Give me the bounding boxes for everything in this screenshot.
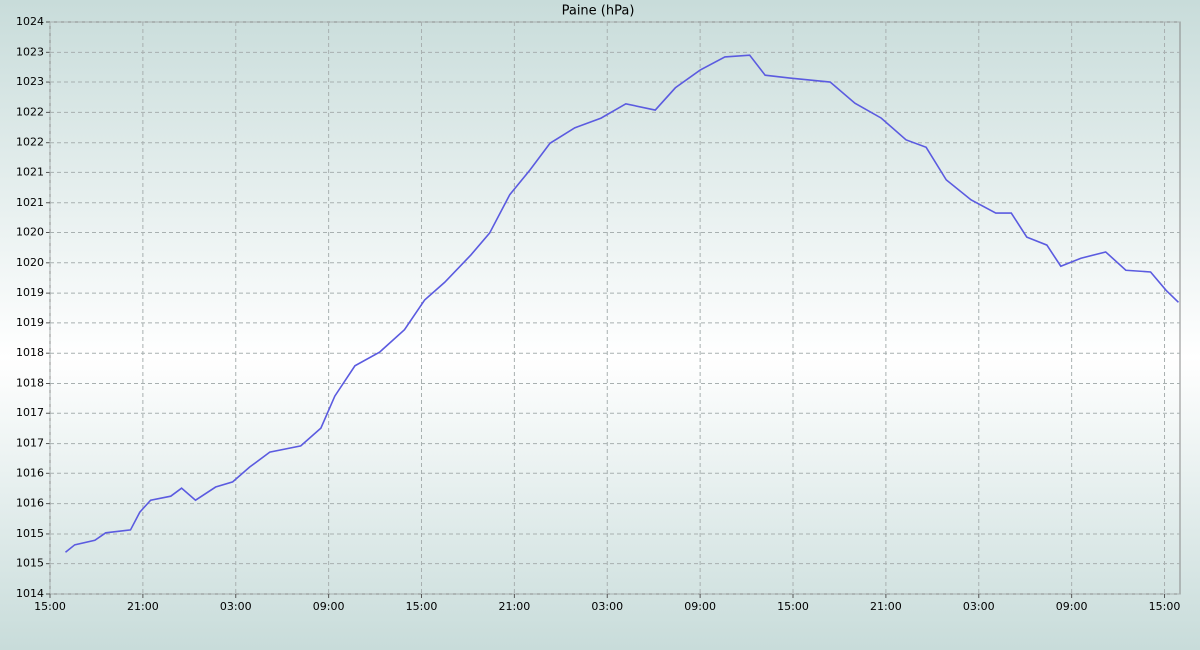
x-tick-label: 09:00 xyxy=(1056,600,1088,613)
x-tick-label: 03:00 xyxy=(220,600,252,613)
y-tick-label: 1020 xyxy=(16,225,44,238)
y-tick-label: 1022 xyxy=(16,105,44,118)
y-tick-label: 1017 xyxy=(16,406,44,419)
x-tick-label: 03:00 xyxy=(963,600,995,613)
y-tick-label: 1023 xyxy=(16,45,44,58)
y-tick-label: 1018 xyxy=(16,346,44,359)
x-tick-label: 21:00 xyxy=(870,600,902,613)
x-tick-label: 15:00 xyxy=(34,600,66,613)
y-tick-label: 1019 xyxy=(16,316,44,329)
x-tick-label: 09:00 xyxy=(684,600,716,613)
y-tick-label: 1023 xyxy=(16,75,44,88)
y-tick-label: 1017 xyxy=(16,437,44,450)
y-tick-label: 1019 xyxy=(16,286,44,299)
x-tick-label: 21:00 xyxy=(127,600,159,613)
y-tick-label: 1015 xyxy=(16,527,44,540)
y-tick-label: 1021 xyxy=(16,196,44,209)
x-tick-label: 03:00 xyxy=(591,600,623,613)
y-tick-label: 1014 xyxy=(16,587,44,600)
line xyxy=(64,54,1180,553)
x-tick-label: 15:00 xyxy=(1149,600,1181,613)
y-tick-label: 1021 xyxy=(16,165,44,178)
y-tick-label: 1020 xyxy=(16,256,44,269)
y-tick-label: 1018 xyxy=(16,377,44,390)
chart-title: Paine (hPa) xyxy=(562,4,635,19)
x-tick-label: 15:00 xyxy=(777,600,809,613)
y-tick-label: 1016 xyxy=(16,466,44,479)
y-tick-label: 1016 xyxy=(16,497,44,510)
plot-frame xyxy=(49,21,1181,595)
y-tick-label: 1024 xyxy=(16,15,44,28)
y-tick-label: 1022 xyxy=(16,136,44,149)
x-tick-label: 15:00 xyxy=(406,600,438,613)
y-tick-label: 1015 xyxy=(16,557,44,570)
x-tick-label: 21:00 xyxy=(499,600,531,613)
x-tick-label: 09:00 xyxy=(313,600,345,613)
